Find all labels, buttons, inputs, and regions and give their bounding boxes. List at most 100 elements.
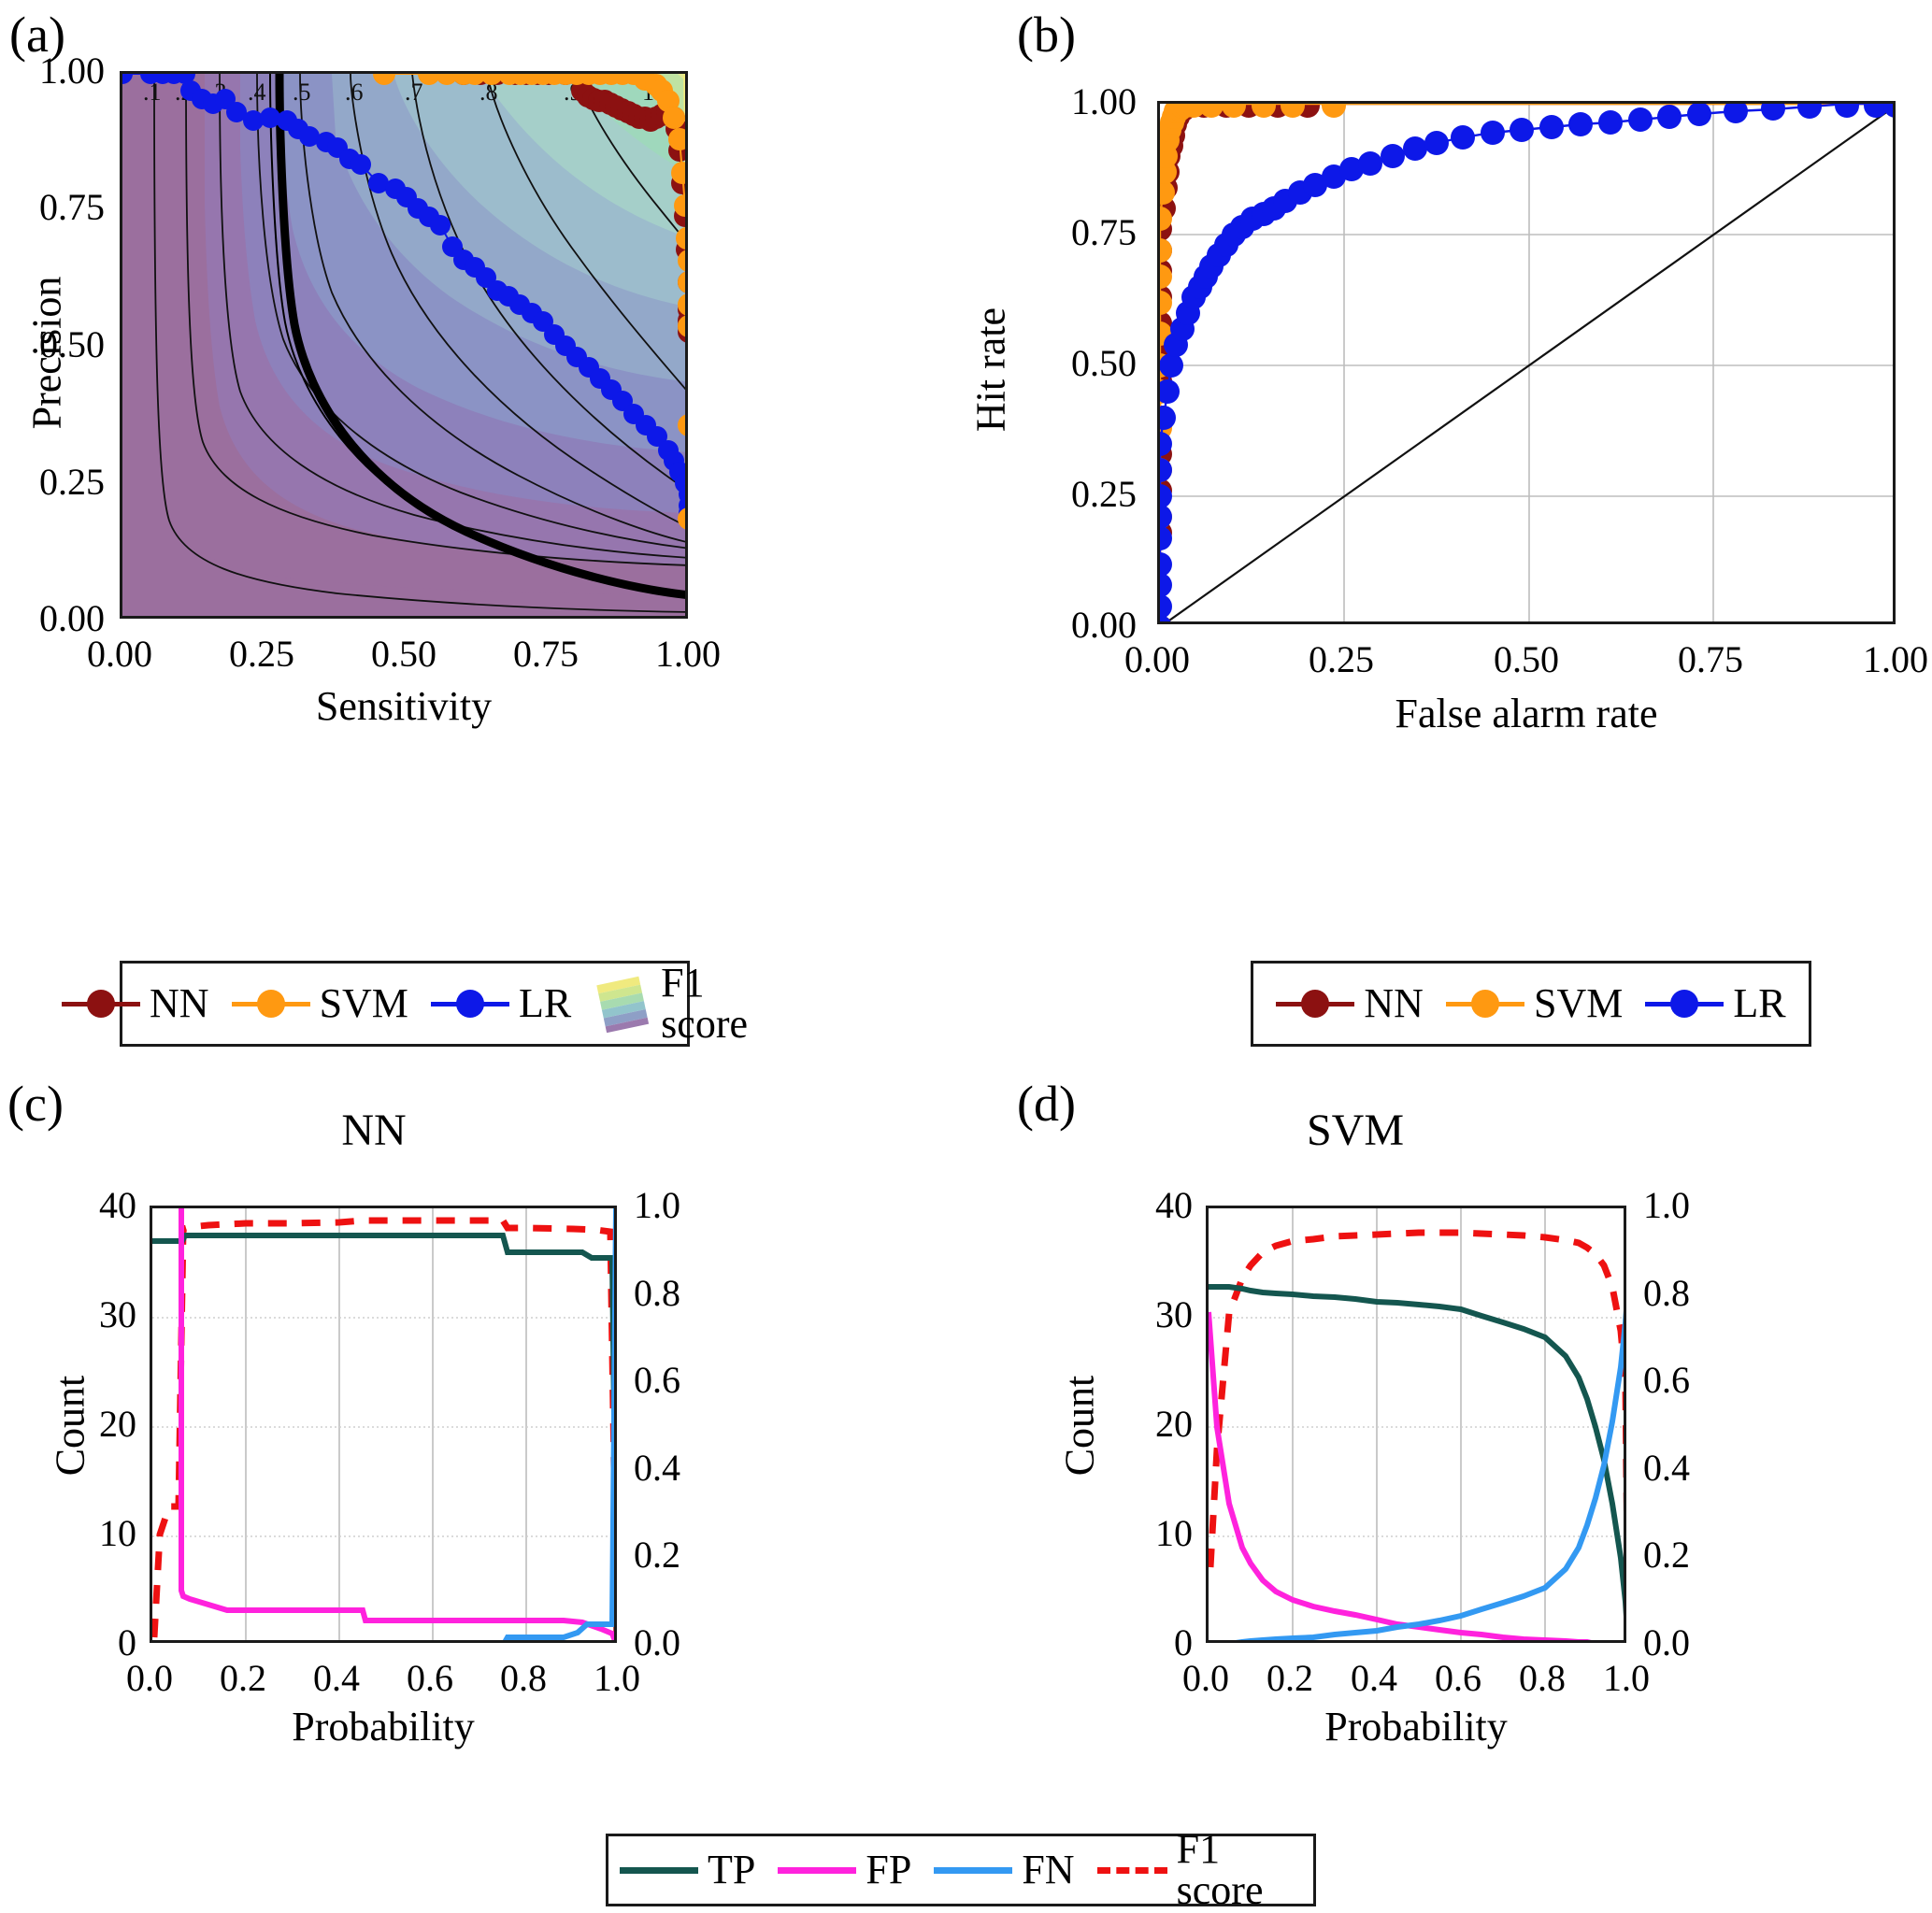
panel-b-xtick-2: 0.50: [1494, 638, 1559, 680]
panel-a-ytick-1: 0.25: [39, 461, 105, 503]
panel-a-plot: .1 .2 .3 .4 .5 .6 .7 .8 .9 1: [120, 71, 688, 619]
panel-c-xtick-3: 0.6: [407, 1657, 453, 1699]
panel-c-ytick-0: 0: [118, 1621, 136, 1663]
panel-d-ytick-10: 10: [1155, 1512, 1193, 1554]
panel-c-y2tick-08: 0.8: [634, 1272, 680, 1314]
panel-d-y2tick-10: 1.0: [1643, 1184, 1690, 1226]
series-svm-a: [373, 74, 685, 530]
tp-line-icon: [620, 1859, 698, 1881]
panel-d-xtick-0: 0.0: [1182, 1657, 1229, 1699]
series-nn-b: [1160, 104, 1893, 621]
panel-d-xtick-2: 0.4: [1351, 1657, 1397, 1699]
legend-b-item-nn[interactable]: NN: [1265, 983, 1435, 1024]
fn-line-icon: [934, 1859, 1013, 1881]
panel-d-xtick-3: 0.6: [1435, 1657, 1481, 1699]
panel-c-xtick-2: 0.4: [313, 1657, 360, 1699]
panel-d-tag: (d): [1017, 1076, 1076, 1132]
panel-c-plot: [150, 1206, 617, 1643]
panel-b-ytick-3: 0.75: [1071, 211, 1137, 253]
legend-b-label-lr: LR: [1733, 980, 1786, 1026]
series-fp-c: [179, 1208, 614, 1640]
panel-a-xlabel: Sensitivity: [315, 683, 493, 729]
legend-b-item-lr[interactable]: LR: [1634, 983, 1796, 1024]
panel-d-ytick-40: 40: [1155, 1184, 1193, 1226]
panel-c-ytick-30: 30: [99, 1293, 136, 1335]
contour-label-4: .4: [248, 79, 266, 106]
series-fn-d: [1235, 1310, 1624, 1640]
panel-a-ytick-2: 0.50: [39, 323, 105, 365]
legend-item-tp[interactable]: TP: [608, 1849, 766, 1891]
panel-c-ytick-20: 20: [99, 1403, 136, 1445]
panel-b-ytick-2: 0.50: [1071, 342, 1137, 384]
contour-label-7: .7: [405, 79, 423, 106]
panel-c-y2tick-02: 0.2: [634, 1534, 680, 1576]
panel-a-canvas: .1 .2 .3 .4 .5 .6 .7 .8 .9 1: [122, 74, 685, 616]
panel-d-xtick-4: 0.8: [1519, 1657, 1566, 1699]
series-fp-d: [1209, 1311, 1592, 1640]
legend-label-svm: SVM: [319, 980, 408, 1026]
panel-b-xtick-3: 0.75: [1678, 638, 1743, 680]
panel-b-plot: [1157, 101, 1896, 624]
legend-label-fn: FN: [1022, 1847, 1075, 1892]
legend-item-nn[interactable]: NN: [50, 983, 221, 1024]
panel-d-ytick-30: 30: [1155, 1293, 1193, 1335]
legend-label-f1score: F1 score: [1176, 1826, 1264, 1913]
legend-item-svm[interactable]: SVM: [221, 983, 420, 1024]
series-fn-c: [502, 1208, 614, 1640]
panel-b-ytick-4: 1.00: [1071, 80, 1137, 122]
legend-b-label-svm: SVM: [1533, 980, 1624, 1026]
series-tp-c: [152, 1233, 614, 1640]
panel-a-xtick-0: 0.00: [87, 633, 152, 675]
panel-a-ylabel: Precision: [23, 276, 70, 430]
legend-label-f1: F1 score: [661, 960, 749, 1047]
svm-marker-icon: [1445, 990, 1524, 1018]
panel-d-plot: [1206, 1206, 1626, 1643]
panel-a-xtick-3: 0.75: [513, 633, 579, 675]
legend-label-lr: LR: [518, 980, 572, 1026]
contour-label-8: .8: [479, 79, 498, 106]
panel-c-tag: (c): [7, 1076, 64, 1132]
series-svm-b: [1160, 104, 1893, 621]
legend-item-f1score[interactable]: F1 score: [1086, 1829, 1313, 1911]
f1-dashed-line-icon: [1096, 1859, 1167, 1881]
panel-a-tag: (a): [9, 7, 65, 63]
panel-b-xtick-4: 1.00: [1863, 638, 1928, 680]
contour-label-6: .6: [345, 79, 364, 106]
chance-diagonal: [1166, 106, 1893, 621]
panel-b-ytick-1: 0.25: [1071, 473, 1137, 515]
panel-a-xtick-1: 0.25: [229, 633, 294, 675]
nn-marker-icon: [62, 990, 140, 1018]
panel-d-xtick-5: 1.0: [1603, 1657, 1650, 1699]
legend-item-lr[interactable]: LR: [420, 983, 582, 1024]
panel-c-xtick-5: 1.0: [594, 1657, 640, 1699]
panel-d-xtick-1: 0.2: [1267, 1657, 1313, 1699]
series-lr-a: [122, 74, 685, 523]
fp-line-icon: [778, 1859, 857, 1881]
legend-label-tp: TP: [708, 1847, 756, 1892]
contour-label-1: .1: [143, 79, 162, 106]
panel-c-canvas: [152, 1208, 614, 1640]
bottom-legend: TP FP FN F1 score: [606, 1829, 1316, 1911]
panel-c-y2tick-10: 1.0: [634, 1184, 680, 1226]
panel-d-y2tick-00: 0.0: [1643, 1621, 1690, 1663]
panel-b-legend: NN SVM LR: [1251, 961, 1811, 1047]
legend-b-item-svm[interactable]: SVM: [1435, 983, 1634, 1024]
legend-item-f1-surface[interactable]: F1 score: [582, 963, 759, 1045]
legend-item-fp[interactable]: FP: [766, 1849, 923, 1891]
panel-d-ytick-0: 0: [1174, 1621, 1193, 1663]
panel-c-xlabel: Probability: [292, 1704, 475, 1749]
legend-item-fn[interactable]: FN: [923, 1849, 1085, 1891]
series-f1-d: [1209, 1229, 1624, 1568]
panel-c-y2tick-00: 0.0: [634, 1621, 680, 1663]
series-lr-b: [1160, 104, 1893, 621]
lr-marker-icon: [430, 990, 509, 1018]
panel-a-legend: NN SVM LR: [62, 961, 748, 1047]
svm-marker-icon: [231, 990, 310, 1018]
legend-b-label-nn: NN: [1364, 980, 1424, 1026]
panel-b-xtick-0: 0.00: [1124, 638, 1190, 680]
f1-surface-icon: [594, 975, 651, 1033]
panel-d-ytick-20: 20: [1155, 1403, 1193, 1445]
panel-c-title: NN: [341, 1106, 407, 1155]
panel-a-ytick-3: 0.75: [39, 186, 105, 228]
